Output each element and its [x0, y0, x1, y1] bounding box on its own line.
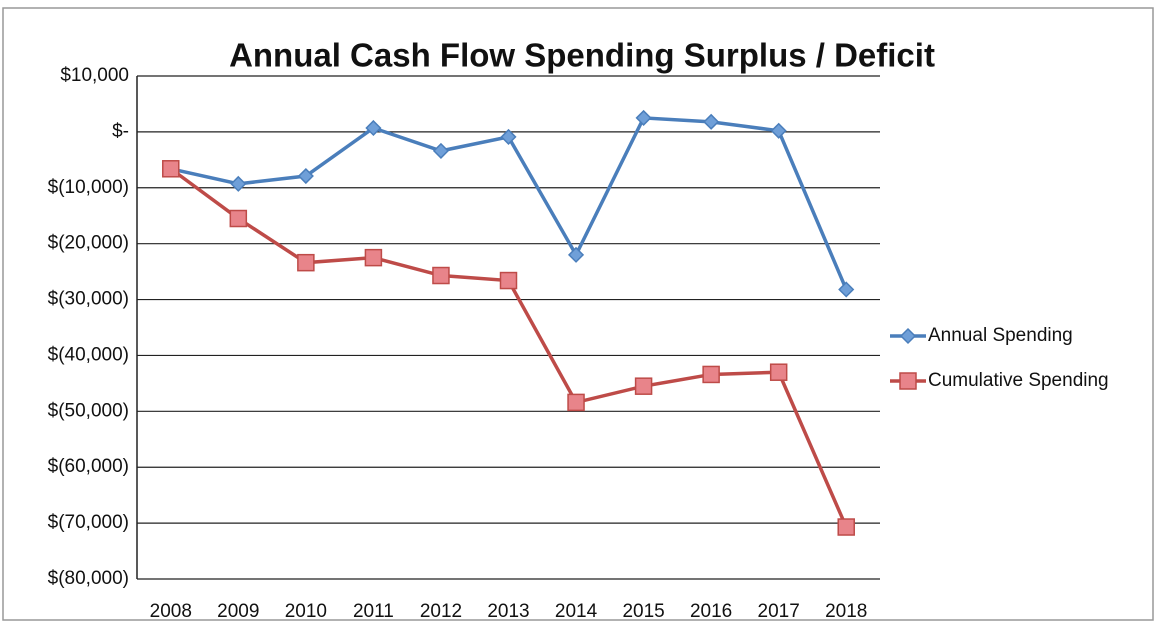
marker — [567, 393, 585, 412]
x-tick-label: 2015 — [622, 601, 664, 622]
marker — [500, 128, 517, 145]
marker — [364, 248, 383, 267]
marker — [499, 271, 518, 290]
marker — [703, 113, 720, 130]
y-tick-label: $(70,000) — [48, 512, 129, 533]
y-tick-label: $10,000 — [60, 65, 129, 86]
y-tick-label: $(60,000) — [48, 456, 129, 477]
series-line — [169, 167, 848, 528]
y-tick-label: $(30,000) — [48, 289, 129, 310]
marker — [297, 253, 315, 272]
legend-label: Annual Spending — [928, 325, 1073, 346]
marker — [432, 142, 450, 159]
x-tick-label: 2017 — [758, 601, 800, 622]
x-tick-label: 2013 — [487, 601, 529, 622]
x-tick-label: 2014 — [555, 601, 598, 622]
x-tick-label: 2012 — [420, 601, 462, 622]
marker — [432, 266, 450, 285]
marker — [297, 167, 314, 185]
marker — [769, 363, 788, 381]
marker — [838, 281, 855, 298]
chart-border — [2, 7, 1154, 621]
marker — [634, 377, 653, 395]
marker — [837, 518, 855, 536]
marker — [702, 365, 720, 384]
legend-marker — [899, 372, 917, 390]
marker — [567, 246, 585, 263]
x-tick-label: 2010 — [285, 601, 327, 622]
y-tick-label: $(40,000) — [48, 344, 129, 365]
marker — [635, 109, 652, 126]
y-tick-label: $(80,000) — [48, 568, 129, 589]
marker — [229, 209, 248, 228]
x-tick-label: 2011 — [353, 601, 394, 622]
marker — [770, 122, 787, 139]
y-tick-label: $- — [112, 121, 129, 142]
legend-marker — [899, 327, 917, 345]
chart-title: Annual Cash Flow Spending Surplus / Defi… — [229, 37, 935, 74]
x-tick-label: 2009 — [217, 601, 259, 622]
x-tick-label: 2016 — [690, 601, 732, 622]
y-tick-label: $(10,000) — [48, 177, 129, 198]
x-tick-label: 2018 — [825, 601, 867, 622]
x-tick-label: 2008 — [150, 601, 192, 622]
y-tick-label: $(50,000) — [48, 400, 129, 421]
marker — [365, 119, 382, 137]
marker — [162, 160, 180, 178]
marker — [230, 175, 247, 192]
legend-label: Cumulative Spending — [928, 370, 1109, 391]
y-tick-label: $(20,000) — [48, 233, 129, 254]
